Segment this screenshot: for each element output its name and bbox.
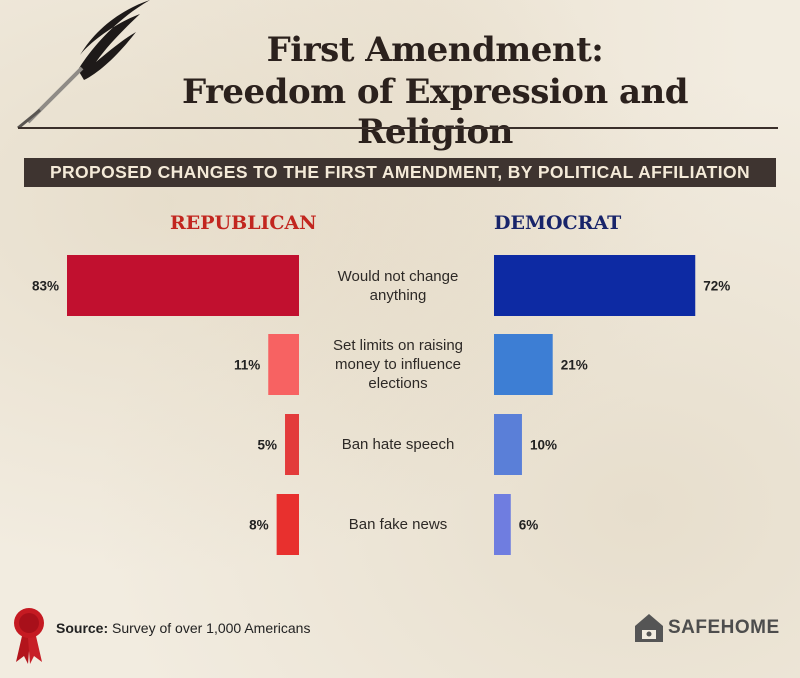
bar-democrat-3 bbox=[494, 414, 522, 475]
bar-republican-2 bbox=[268, 334, 299, 395]
value-label-republican-2: 11% bbox=[234, 358, 260, 373]
butterfly-bar-chart: 83% 72% 11% 21% 5% 10% 8% 6% bbox=[32, 255, 730, 555]
category-label-line: Set limits on raising bbox=[332, 337, 464, 354]
subtitle-banner: PROPOSED CHANGES TO THE FIRST AMENDMENT,… bbox=[24, 158, 776, 187]
award-ribbon-icon bbox=[14, 608, 44, 664]
quill-icon bbox=[17, 0, 150, 130]
source-label: Source: bbox=[56, 620, 109, 636]
bar-republican-4 bbox=[276, 494, 299, 555]
bar-democrat-2 bbox=[494, 334, 553, 395]
source-text: Survey of over 1,000 Americans bbox=[112, 620, 311, 636]
category-label-line: Ban fake news bbox=[348, 516, 448, 533]
value-label-republican-4: 8% bbox=[249, 518, 269, 533]
legend-democrat: DEMOCRAT bbox=[494, 212, 622, 234]
category-label-line: anything bbox=[369, 286, 427, 304]
category-label-1: Would not change anything bbox=[308, 267, 488, 305]
chart-title-line2: Freedom of Expression and Religion bbox=[181, 72, 689, 152]
value-label-democrat-1: 72% bbox=[703, 279, 730, 294]
value-label-democrat-3: 10% bbox=[530, 438, 557, 453]
category-label-3: Ban hate speech bbox=[308, 435, 488, 454]
category-label-line: Would not change bbox=[337, 267, 459, 285]
source-note: Source: Survey of over 1,000 Americans bbox=[56, 620, 310, 636]
value-label-democrat-2: 21% bbox=[561, 358, 588, 373]
bar-republican-1 bbox=[67, 255, 299, 316]
house-logo-icon bbox=[635, 614, 663, 642]
category-label-line: money to influence bbox=[335, 356, 461, 373]
value-label-democrat-4: 6% bbox=[519, 518, 539, 533]
category-label-line: Ban hate speech bbox=[341, 436, 455, 453]
chart-title-line1: First Amendment: bbox=[266, 30, 604, 70]
title-divider bbox=[18, 127, 778, 129]
bar-republican-3 bbox=[285, 414, 299, 475]
value-label-republican-3: 5% bbox=[258, 438, 278, 453]
category-label-2: Set limits on raising money to influence e… bbox=[308, 336, 488, 393]
brand-logo-text: SAFEHOME bbox=[668, 617, 780, 638]
value-label-republican-1: 83% bbox=[32, 279, 59, 294]
bar-democrat-4 bbox=[494, 494, 511, 555]
bar-democrat-1 bbox=[494, 255, 696, 316]
category-label-4: Ban fake news bbox=[308, 515, 488, 534]
legend-republican: REPUBLICAN bbox=[170, 212, 317, 234]
category-label-line: elections bbox=[368, 375, 428, 392]
